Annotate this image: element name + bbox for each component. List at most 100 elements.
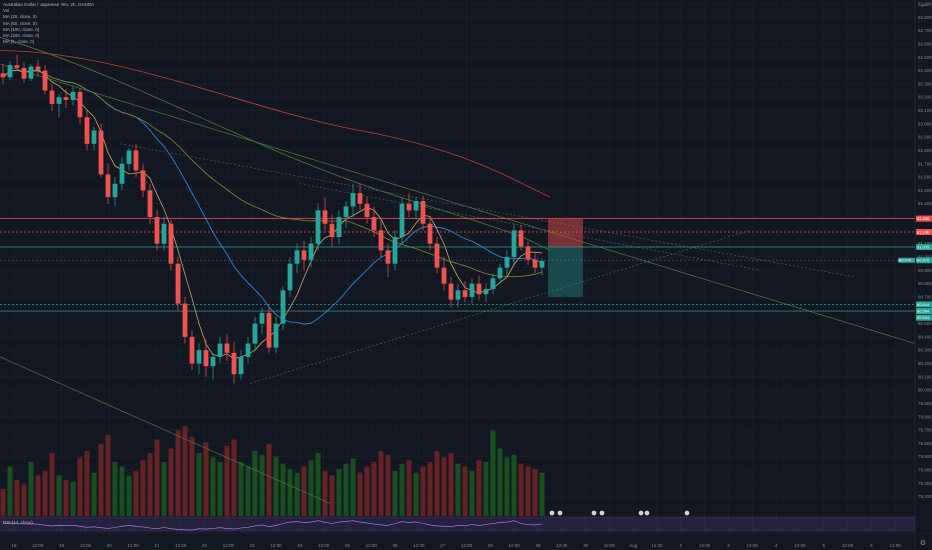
candle-body bbox=[182, 303, 188, 337]
time-tick-label: 12:00 bbox=[890, 543, 902, 548]
candle-body bbox=[112, 183, 118, 198]
time-tick-label: 12:00 bbox=[80, 543, 92, 548]
price-tick-label: 80.900 bbox=[918, 268, 932, 273]
volume-bar bbox=[126, 475, 132, 516]
volume-legend: Vol bbox=[3, 8, 10, 14]
volume-bar bbox=[539, 472, 545, 516]
price-tick-label: 80.700 bbox=[918, 294, 932, 299]
event-flag-icon bbox=[684, 510, 690, 516]
candle-body bbox=[14, 65, 20, 68]
gear-icon[interactable]: ⚙ bbox=[919, 540, 926, 547]
grid-lines bbox=[0, 0, 915, 533]
time-tick-label: 12:00 bbox=[318, 543, 330, 548]
price-tick-label: 81.100 bbox=[918, 241, 932, 246]
candle-body bbox=[161, 223, 167, 244]
volume-bar bbox=[308, 460, 314, 516]
volume-bar bbox=[112, 462, 118, 516]
candle-body bbox=[539, 260, 545, 268]
time-tick-label: 12:00 bbox=[556, 543, 568, 548]
volume-bar bbox=[175, 430, 181, 516]
rsi-legend[interactable]: RSI (14, close) bbox=[3, 520, 33, 525]
time-tick-label: 12:00 bbox=[747, 543, 759, 548]
rsi-band bbox=[0, 517, 915, 531]
time-tick-label: 12:00 bbox=[604, 543, 616, 548]
candle-body bbox=[28, 66, 34, 79]
candle-body bbox=[525, 246, 531, 260]
volume-bar bbox=[420, 466, 426, 516]
time-tick-label: 12:00 bbox=[651, 543, 663, 548]
candle-body bbox=[175, 263, 181, 304]
current-price-marker bbox=[898, 257, 915, 263]
price-tick-label: 81.900 bbox=[918, 135, 932, 140]
candle-body bbox=[329, 223, 335, 238]
trend-lines bbox=[0, 63, 916, 504]
price-tick-label: 79.200 bbox=[918, 494, 932, 499]
volume-bar bbox=[406, 460, 412, 516]
candle-body bbox=[42, 70, 48, 91]
time-tick-label: 12:00 bbox=[223, 543, 235, 548]
candle-body bbox=[476, 283, 482, 295]
ma20-line bbox=[2, 69, 543, 325]
ma200-legend[interactable]: MA (200, close, 0) bbox=[3, 33, 40, 39]
time-tick-label: 27 bbox=[440, 543, 446, 548]
candle-body bbox=[203, 350, 209, 367]
time-tick-label: 12:00 bbox=[508, 543, 520, 548]
candle-body bbox=[378, 230, 384, 251]
chart-legend: Australian Dollar / Japanese Yen, 2h, OA… bbox=[3, 2, 94, 45]
candle-body bbox=[469, 283, 475, 297]
candle-body bbox=[483, 288, 489, 295]
price-tag: 80.594 bbox=[917, 308, 930, 313]
volume-bar bbox=[84, 451, 90, 516]
candle-body bbox=[504, 257, 510, 268]
volume-bar bbox=[350, 458, 356, 516]
event-flag-icon bbox=[599, 510, 605, 516]
time-tick-label: 23 bbox=[250, 543, 256, 548]
price-tick-label: 81.700 bbox=[918, 161, 932, 166]
ma100-legend[interactable]: MA (100, close, 0) bbox=[3, 26, 40, 32]
candle-body bbox=[56, 97, 62, 104]
volume-bar bbox=[98, 444, 104, 516]
price-tick-label: 79.500 bbox=[918, 454, 932, 459]
candle-body bbox=[140, 170, 146, 191]
volume-bar bbox=[273, 456, 279, 516]
candle-body bbox=[399, 203, 405, 238]
ma50-legend[interactable]: MA (50, close, 0) bbox=[3, 20, 37, 26]
time-tick-label: 12:00 bbox=[413, 543, 425, 548]
volume-bar bbox=[217, 462, 223, 516]
candle-body bbox=[147, 190, 153, 218]
candle-body bbox=[287, 263, 293, 291]
candle-body bbox=[98, 130, 104, 175]
candle-body bbox=[189, 336, 195, 364]
ma20-legend[interactable]: MA (20, close, 0) bbox=[3, 14, 37, 20]
volume-bar bbox=[455, 463, 461, 516]
volume-bar bbox=[147, 453, 153, 516]
ma5-legend[interactable]: MA (5, close, 0) bbox=[3, 39, 35, 45]
price-tag: 81.188 bbox=[917, 229, 930, 234]
volume-bar bbox=[0, 489, 6, 516]
candle-body bbox=[7, 65, 13, 78]
time-tick-label: 22 bbox=[202, 543, 208, 548]
time-tick-label: 3 bbox=[727, 543, 730, 548]
volume-bar bbox=[77, 457, 83, 516]
rsi-pane bbox=[0, 516, 915, 532]
candle-body bbox=[511, 230, 517, 257]
event-flag-icon bbox=[644, 510, 650, 516]
ma5-line bbox=[2, 69, 543, 360]
time-tick-label: 6 bbox=[870, 543, 873, 548]
stop-loss-zone bbox=[548, 218, 583, 248]
event-flag-icon bbox=[591, 510, 597, 516]
price-tag: 80.976 bbox=[917, 258, 930, 263]
time-tick-label: 26 bbox=[393, 543, 399, 548]
candle-body bbox=[168, 223, 174, 264]
volume-bar bbox=[91, 472, 97, 516]
trend-line bbox=[0, 63, 916, 344]
price-tag-bg bbox=[916, 215, 932, 222]
chart-title: Australian Dollar / Japanese Yen, 2h, OA… bbox=[3, 2, 95, 7]
volume-bar bbox=[329, 475, 335, 516]
candle-body bbox=[413, 201, 419, 211]
candle-body bbox=[133, 150, 139, 171]
volume-bar bbox=[154, 439, 160, 516]
price-tick-label: 82.800 bbox=[918, 15, 932, 20]
volume-bar bbox=[231, 439, 237, 516]
